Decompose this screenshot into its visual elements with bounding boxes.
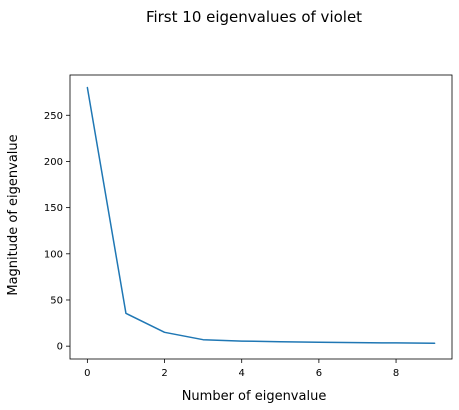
y-tick-label: 150 — [44, 203, 63, 214]
series-line — [86, 86, 436, 344]
x-tick-label: 8 — [393, 368, 399, 379]
x-tick-label: 4 — [239, 368, 245, 379]
x-axis-ticks: 0 2 4 6 8 — [84, 359, 399, 379]
y-axis-ticks: 0 50 100 150 200 250 — [44, 111, 70, 353]
x-axis-label: Number of eigenvalue — [182, 389, 327, 404]
plot-area: 0 2 4 6 8 0 50 100 150 200 250 — [44, 74, 453, 379]
series-layer — [86, 86, 436, 344]
chart-title: First 10 eigenvalues of violet — [146, 8, 362, 26]
y-tick-label: 200 — [44, 157, 63, 168]
x-tick-label: 0 — [84, 368, 90, 379]
y-axis-label: Magnitude of eigenvalue — [6, 134, 21, 295]
y-tick-label: 50 — [50, 295, 63, 306]
y-tick-label: 250 — [44, 111, 63, 122]
plot-frame — [69, 74, 453, 360]
x-tick-label: 6 — [316, 368, 322, 379]
x-tick-label: 2 — [161, 368, 167, 379]
y-tick-label: 0 — [57, 342, 63, 353]
y-tick-label: 100 — [44, 249, 63, 260]
